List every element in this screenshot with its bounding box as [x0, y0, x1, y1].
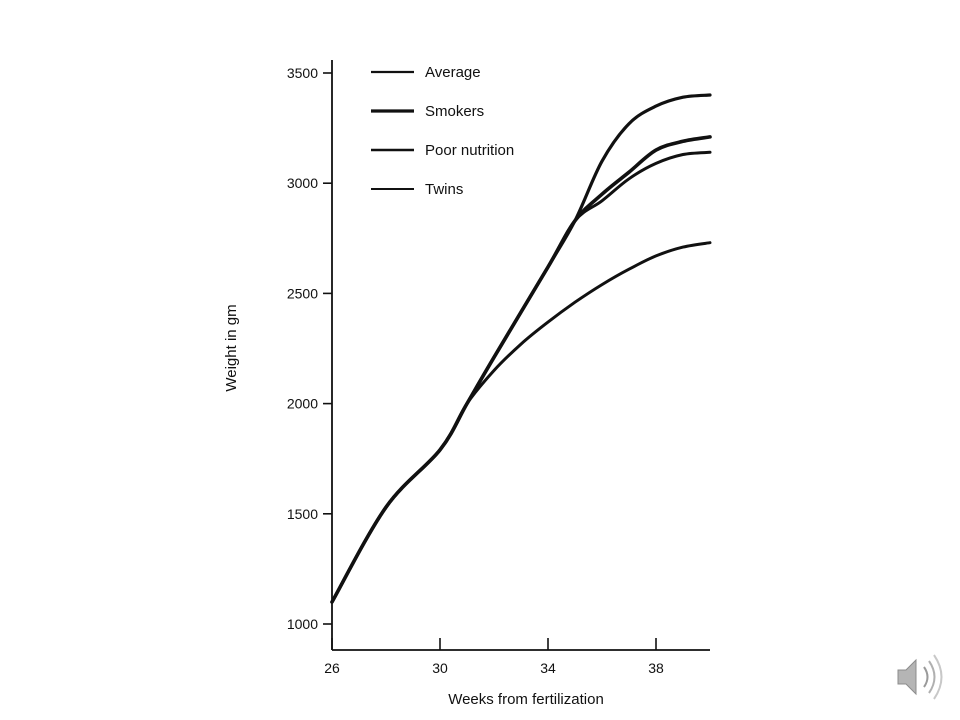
y-tick-label: 3500: [287, 65, 318, 81]
x-tick-label: 34: [540, 660, 556, 676]
axes: [331, 60, 710, 651]
series-lines: [330, 93, 712, 604]
x-tick-label: 30: [432, 660, 448, 676]
legend-label-twins: Twins: [425, 181, 463, 198]
legend: Average Smokers Poor nutrition Twins: [371, 64, 514, 198]
y-tick-label: 1500: [287, 506, 318, 522]
y-tick-label: 2500: [287, 285, 318, 301]
x-tick-label: 38: [648, 660, 664, 676]
y-ticks: 1000 1500 2000 2500 3000 3500: [287, 65, 332, 632]
series-line-average: [330, 93, 712, 604]
x-ticks: 26 30 34 38: [324, 638, 664, 676]
x-axis-title: Weeks from fertilization: [448, 691, 604, 708]
y-tick-label: 3000: [287, 175, 318, 191]
x-tick-label: 26: [324, 660, 340, 676]
legend-label-smokers: Smokers: [425, 103, 484, 120]
y-tick-label: 2000: [287, 396, 318, 412]
speaker-icon[interactable]: [897, 654, 943, 700]
legend-label-poor-nutrition: Poor nutrition: [425, 142, 514, 159]
y-axis-title: Weight in gm: [223, 304, 240, 391]
series-line-twins: [330, 241, 712, 604]
legend-label-average: Average: [425, 64, 481, 81]
series-line-smokers: [330, 135, 712, 604]
series-line-poor-nutrition: [330, 150, 712, 604]
y-tick-label: 1000: [287, 616, 318, 632]
